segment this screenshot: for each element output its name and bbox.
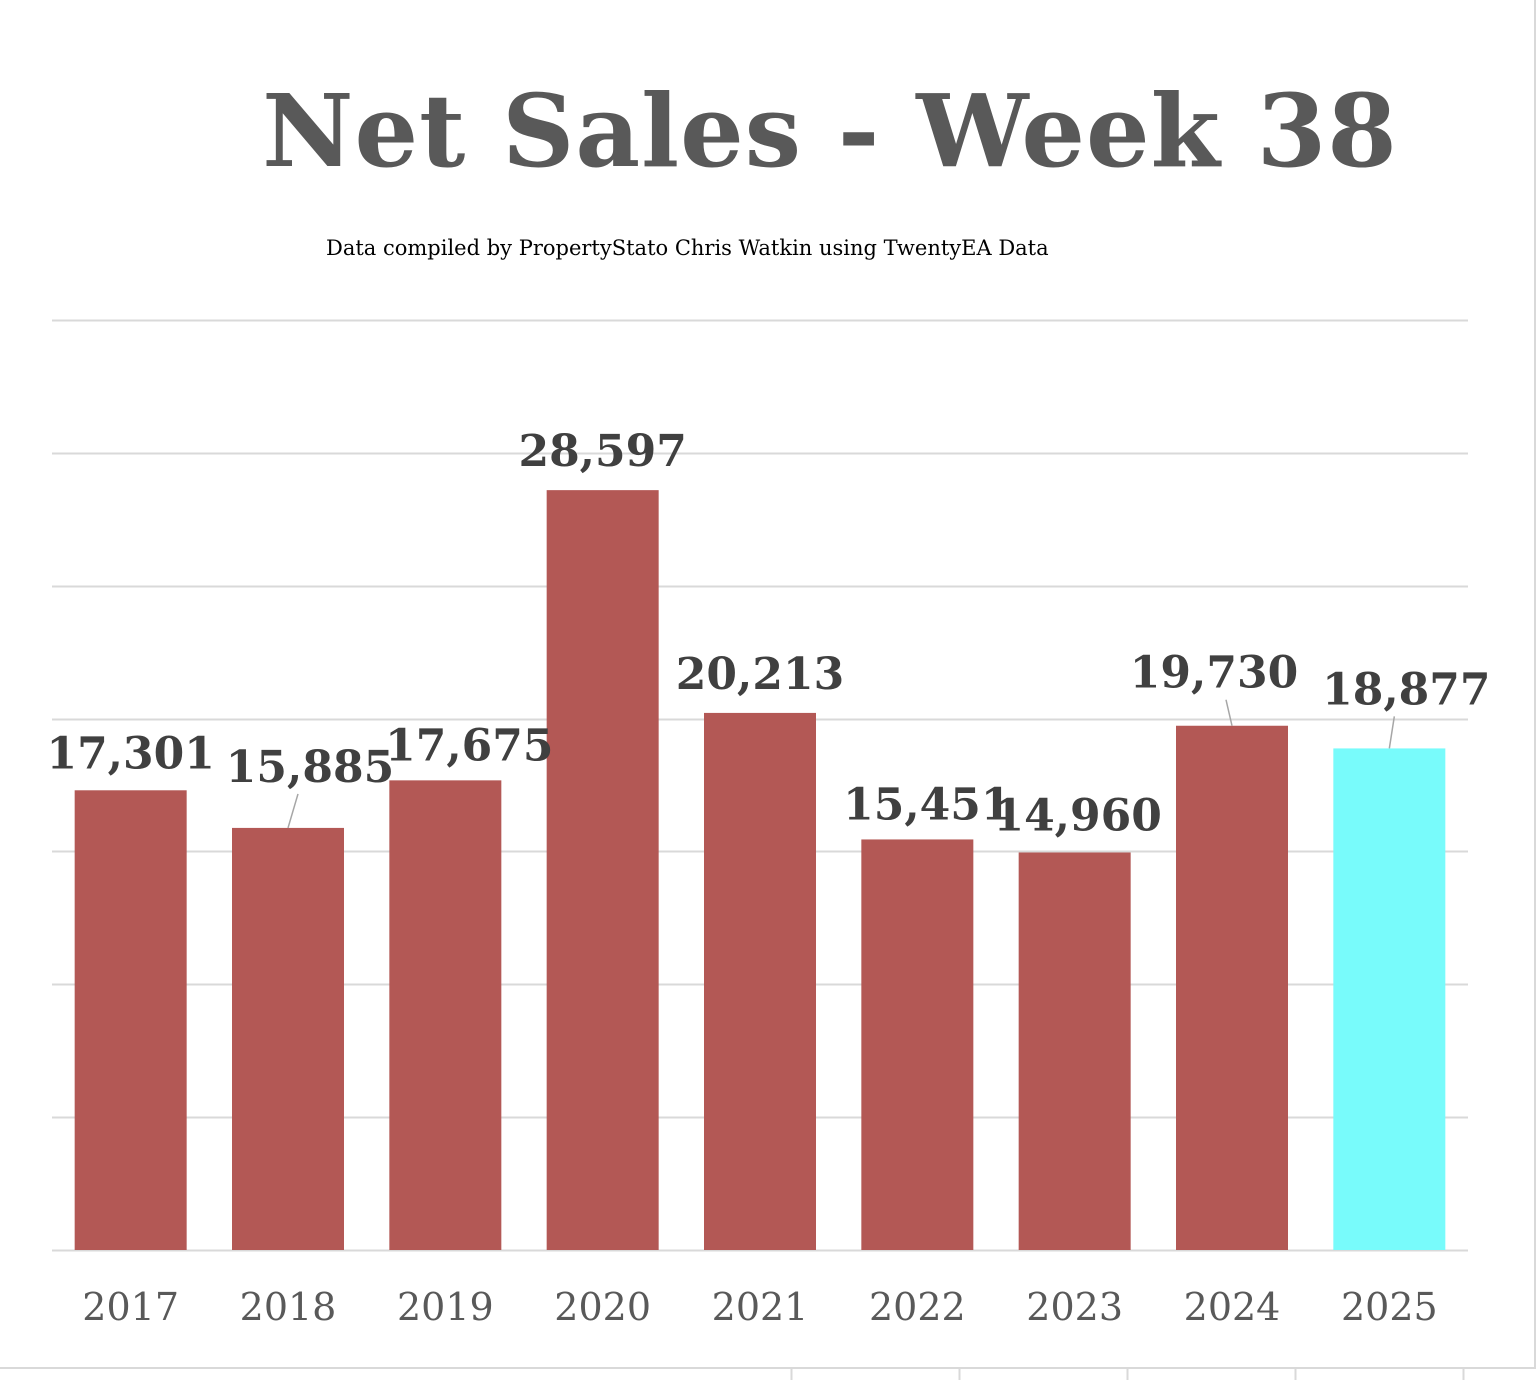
leader-line-2018	[287, 793, 299, 829]
x-tick-label-2025: 2025	[1341, 1285, 1438, 1329]
chart-subtitle: Data compiled by PropertyStato Chris Wat…	[326, 236, 1049, 260]
data-label-2020: 28,597	[518, 426, 686, 477]
x-tick-label-2019: 2019	[397, 1285, 494, 1329]
chart-area-right-border	[1534, 0, 1536, 1368]
data-label-2017: 17,301	[46, 728, 214, 779]
leader-lines	[287, 699, 1396, 829]
data-label-2018: 15,885	[226, 742, 394, 793]
chart-title: Net Sales - Week 38	[262, 72, 1398, 190]
leader-line-2025	[1388, 716, 1396, 749]
bar-2023	[1018, 852, 1131, 1250]
x-tick-label-2020: 2020	[554, 1285, 651, 1329]
data-label-2022: 15,451	[843, 779, 1011, 830]
x-tick-label-2023: 2023	[1026, 1285, 1123, 1329]
bar-2020	[546, 490, 659, 1251]
bar-2017	[74, 790, 187, 1250]
x-tick-label-2018: 2018	[240, 1285, 337, 1329]
data-label-2021: 20,213	[676, 649, 844, 700]
bars	[74, 490, 1446, 1251]
data-label-2025: 18,877	[1322, 664, 1490, 715]
x-axis-tick-labels: 2017 2018 2019 2020 2021 2022 2023 2024 2025	[82, 1285, 1437, 1329]
x-tick-label-2024: 2024	[1184, 1285, 1281, 1329]
data-label-2023: 14,960	[993, 790, 1161, 841]
bar-2024	[1176, 725, 1288, 1250]
x-tick-label-2022: 2022	[869, 1285, 966, 1329]
bar-2022	[861, 839, 974, 1250]
data-label-2024: 19,730	[1130, 648, 1298, 699]
data-label-2019: 17,675	[385, 720, 553, 771]
x-tick-label-2017: 2017	[82, 1285, 179, 1329]
bar-2025	[1333, 748, 1446, 1250]
bar-2019	[389, 780, 502, 1250]
chart-area-bottom-border	[0, 1367, 1536, 1369]
bar-2021	[704, 712, 816, 1250]
leader-line-2024	[1225, 699, 1233, 726]
x-tick-label-2021: 2021	[712, 1285, 809, 1329]
bar-2018	[232, 827, 344, 1250]
